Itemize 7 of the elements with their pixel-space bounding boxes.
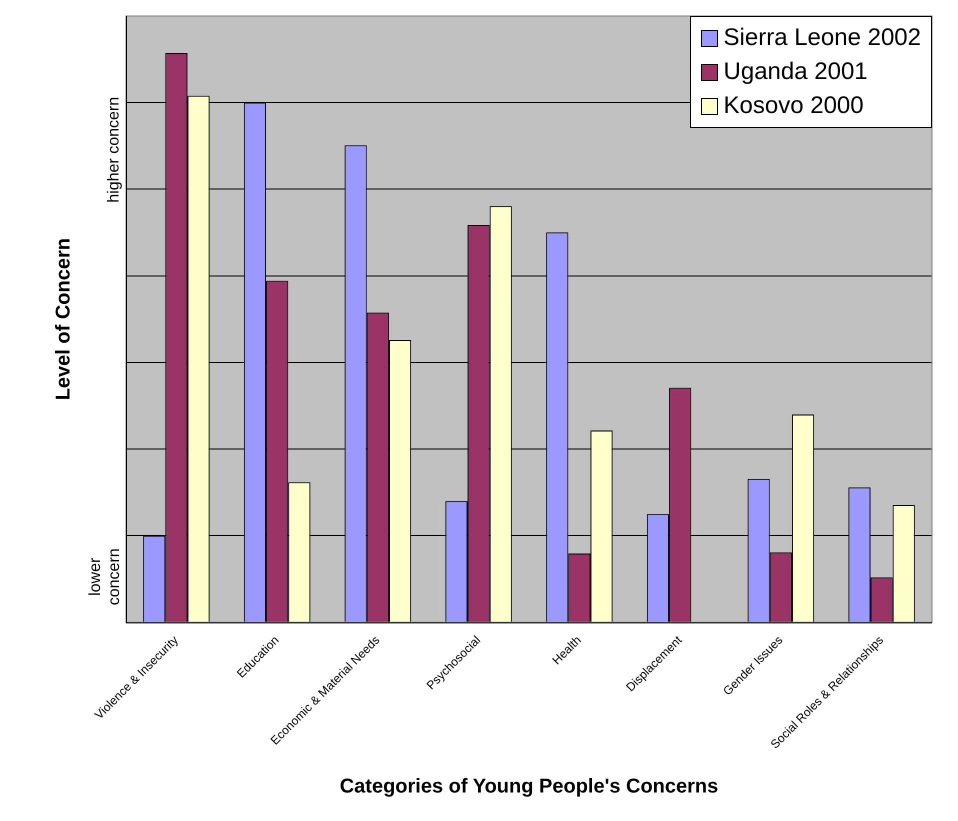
- text: higher concern: [105, 96, 122, 203]
- legend-label: Kosovo 2000: [724, 91, 864, 121]
- y-axis-title: Level of Concern: [52, 238, 75, 400]
- legend-label: Uganda 2001: [724, 57, 868, 87]
- x-axis-title: Categories of Young People's Concerns: [340, 776, 718, 798]
- text: lower concern: [86, 548, 123, 606]
- legend-label: Sierra Leone 2002: [724, 23, 921, 53]
